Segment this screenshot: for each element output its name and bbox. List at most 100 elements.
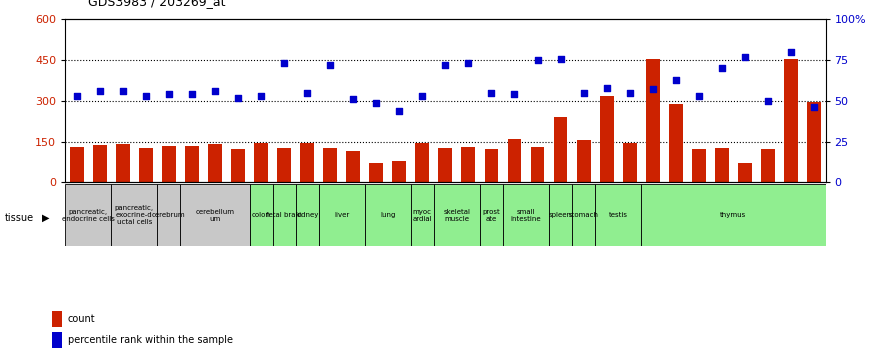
Point <box>70 93 83 99</box>
Point <box>485 90 499 96</box>
Bar <box>461 147 475 182</box>
Point <box>784 49 798 55</box>
Point <box>254 93 268 99</box>
Bar <box>485 149 498 182</box>
Text: pancreatic,
endocrine cells: pancreatic, endocrine cells <box>62 209 115 222</box>
Bar <box>277 148 291 182</box>
Bar <box>415 143 429 182</box>
Text: ▶: ▶ <box>42 213 50 223</box>
Bar <box>715 148 729 182</box>
Point <box>692 93 706 99</box>
Bar <box>295 184 319 246</box>
Bar <box>116 144 129 182</box>
Point <box>369 100 383 105</box>
Text: count: count <box>68 314 96 324</box>
Bar <box>439 148 452 182</box>
Bar <box>623 143 637 182</box>
Bar <box>52 332 62 348</box>
Bar <box>531 147 545 182</box>
Point <box>600 85 614 91</box>
Text: liver: liver <box>334 212 349 218</box>
Bar <box>503 184 549 246</box>
Bar <box>369 163 383 182</box>
Text: lung: lung <box>380 212 395 218</box>
Text: colon: colon <box>252 212 270 218</box>
Bar <box>52 311 62 327</box>
Point <box>93 88 107 94</box>
Point <box>185 92 199 97</box>
Point <box>323 62 337 68</box>
Bar <box>249 184 273 246</box>
Text: percentile rank within the sample: percentile rank within the sample <box>68 335 233 345</box>
Point <box>162 92 176 97</box>
Bar <box>577 140 591 182</box>
Bar <box>70 147 83 182</box>
Point <box>715 65 729 71</box>
Point <box>439 62 453 68</box>
Text: cerebellum
um: cerebellum um <box>196 209 235 222</box>
Text: cerebrum: cerebrum <box>152 212 186 218</box>
Point <box>807 104 821 110</box>
Bar <box>254 143 268 182</box>
Bar <box>181 184 249 246</box>
Point <box>531 57 545 63</box>
Text: pancreatic,
exocrine-d
uctal cells: pancreatic, exocrine-d uctal cells <box>115 205 154 225</box>
Point <box>415 93 429 99</box>
Text: myoc
ardial: myoc ardial <box>413 209 432 222</box>
Bar <box>273 184 295 246</box>
Bar <box>157 184 181 246</box>
Bar <box>572 184 595 246</box>
Point <box>738 54 752 60</box>
Bar <box>738 163 752 182</box>
Bar <box>162 147 176 182</box>
Bar <box>93 145 107 182</box>
Point <box>577 90 591 96</box>
Point <box>300 90 314 96</box>
Bar <box>323 148 337 182</box>
Point <box>139 93 153 99</box>
Bar <box>480 184 503 246</box>
Bar <box>595 184 641 246</box>
Bar <box>111 184 157 246</box>
Text: tissue: tissue <box>4 213 34 223</box>
Point <box>761 98 775 104</box>
Bar <box>208 144 222 182</box>
Bar <box>185 146 199 182</box>
Bar <box>365 184 411 246</box>
Bar <box>692 149 706 182</box>
Point <box>461 61 475 66</box>
Text: testis: testis <box>608 212 627 218</box>
Text: skeletal
muscle: skeletal muscle <box>443 209 470 222</box>
Text: stomach: stomach <box>568 212 599 218</box>
Point <box>623 90 637 96</box>
Bar <box>65 184 111 246</box>
Point <box>507 92 521 97</box>
Text: kidney: kidney <box>295 212 319 218</box>
Bar <box>231 149 245 182</box>
Text: thymus: thymus <box>720 212 746 218</box>
Bar <box>807 102 821 182</box>
Point <box>646 87 660 92</box>
Text: spleen: spleen <box>549 212 572 218</box>
Bar <box>300 143 314 182</box>
Point <box>554 56 567 61</box>
Text: fetal brain: fetal brain <box>266 212 302 218</box>
Point <box>392 108 406 114</box>
Bar <box>600 96 614 182</box>
Point <box>116 88 129 94</box>
Text: GDS3983 / 203269_at: GDS3983 / 203269_at <box>88 0 225 8</box>
Point <box>277 61 291 66</box>
Point <box>346 96 360 102</box>
Bar <box>641 184 826 246</box>
Point <box>208 88 222 94</box>
Bar <box>554 117 567 182</box>
Bar <box>761 149 775 182</box>
Bar <box>669 104 683 182</box>
Point <box>231 95 245 101</box>
Point <box>669 77 683 82</box>
Bar <box>507 139 521 182</box>
Bar <box>646 59 660 182</box>
Bar <box>393 161 406 182</box>
Text: prost
ate: prost ate <box>482 209 501 222</box>
Bar <box>434 184 480 246</box>
